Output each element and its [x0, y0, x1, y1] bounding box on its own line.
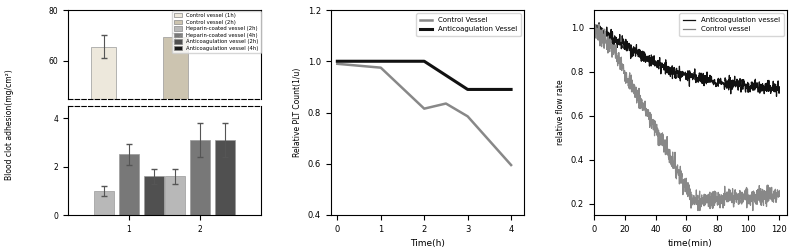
Legend: Anticoagulation vessel, Control vessel: Anticoagulation vessel, Control vessel [679, 14, 784, 36]
Control vessel [600, 42, 610, 45]
Legend: Control vessel (1h), Control vessel (2h), Heparin-coated vessel (2h), Heparin-co: Control vessel (1h), Control vessel (2h)… [173, 11, 260, 53]
Control Vessel [332, 62, 342, 65]
Control vessel [749, 198, 758, 201]
Control Vessel [419, 107, 429, 110]
Y-axis label: Relative PLT Count(1/u): Relative PLT Count(1/u) [293, 68, 302, 157]
Line: Control Vessel: Control Vessel [337, 64, 511, 165]
Text: Blood clot adhesion(mg/cm²): Blood clot adhesion(mg/cm²) [5, 70, 14, 180]
Bar [165, 176, 185, 215]
Control Vessel [463, 115, 472, 118]
Control Vessel [441, 102, 451, 105]
Line: Anticoagulation vessel: Anticoagulation vessel [594, 23, 779, 96]
Control vessel [589, 18, 598, 21]
Control vessel [697, 194, 706, 196]
Bar [91, 47, 116, 214]
Anticoagulation vessel [749, 86, 758, 88]
Control vessel [702, 201, 711, 204]
Anticoagulation Vessel [332, 60, 342, 63]
X-axis label: time(min): time(min) [668, 239, 713, 248]
Anticoagulation vessel [594, 21, 604, 24]
Control vessel [774, 189, 784, 192]
Bar [93, 191, 113, 215]
Bar [119, 154, 139, 215]
Anticoagulation vessel [601, 33, 610, 36]
Control Vessel [507, 164, 516, 166]
Anticoagulation vessel [772, 95, 781, 98]
Anticoagulation vessel [702, 76, 711, 79]
Control Vessel [376, 66, 386, 69]
Anticoagulation vessel [774, 85, 784, 88]
X-axis label: Time(h): Time(h) [410, 239, 445, 248]
Bar [163, 37, 188, 214]
Bar [216, 140, 236, 215]
Line: Anticoagulation Vessel: Anticoagulation Vessel [337, 61, 511, 90]
Bar [190, 140, 210, 215]
Anticoagulation vessel [697, 74, 706, 77]
Anticoagulation vessel [730, 75, 740, 78]
Y-axis label: relative flow rate: relative flow rate [556, 80, 565, 145]
Line: Control vessel: Control vessel [594, 20, 779, 210]
Anticoagulation vessel [707, 80, 717, 83]
Control vessel [730, 190, 740, 192]
Anticoagulation vessel [589, 22, 598, 25]
Control vessel [694, 209, 703, 212]
Bar [144, 176, 164, 215]
Anticoagulation Vessel [376, 60, 386, 63]
Legend: Control Vessel, Anticoagulation Vessel: Control Vessel, Anticoagulation Vessel [416, 14, 521, 36]
Control vessel [707, 202, 717, 205]
Anticoagulation Vessel [507, 88, 516, 91]
Anticoagulation Vessel [463, 88, 472, 91]
Anticoagulation Vessel [419, 60, 429, 63]
